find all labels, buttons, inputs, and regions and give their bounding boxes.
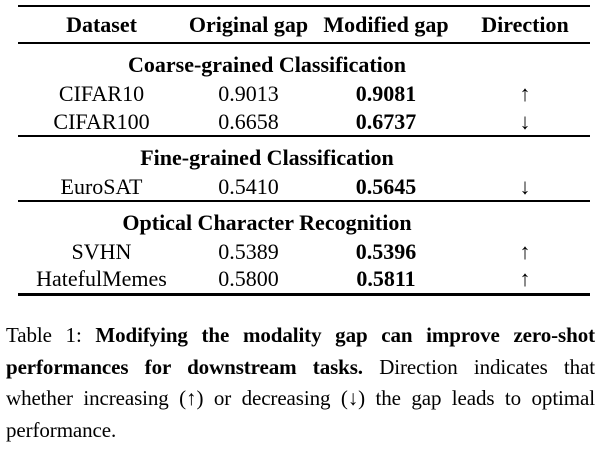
col-header-dataset: Dataset	[66, 11, 137, 37]
table-row-eurosat: EuroSAT 0.5410 0.5645 ↓	[18, 173, 590, 201]
col-header-original-gap: Original gap	[188, 11, 309, 37]
table-header: Dataset Original gap Modified gap Direct…	[18, 6, 590, 43]
cell-dataset: SVHN	[71, 239, 132, 264]
col-header-modified-gap: Modified gap	[323, 11, 449, 37]
table-row-svhn: SVHN 0.5389 0.5396 ↑	[18, 238, 590, 266]
cell-dataset: CIFAR100	[53, 108, 150, 134]
header-row: Dataset Original gap Modified gap Direct…	[18, 6, 590, 43]
cell-modified-gap: 0.5396	[355, 239, 417, 264]
cell-original-gap: 0.6658	[218, 108, 279, 134]
col-header-direction: Direction	[481, 11, 569, 37]
table-caption: Table 1: Modifying the modality gap can …	[6, 320, 595, 446]
up-arrow-icon: ↑	[519, 239, 531, 264]
cell-original-gap: 0.9013	[218, 81, 279, 106]
table-row-hatefulmemes: HatefulMemes 0.5800 0.5811 ↑	[18, 266, 590, 294]
up-arrow-icon: ↑	[519, 266, 531, 292]
section-header-coarse-grained: Coarse-grained Classification	[18, 43, 590, 80]
cell-modified-gap: 0.9081	[355, 81, 417, 106]
caption-line: whether increasing (↑) or decreasing (↓)…	[6, 383, 595, 415]
cell-dataset: CIFAR10	[58, 81, 145, 106]
down-arrow-icon: ↓	[519, 108, 531, 134]
table-row-cifar10: CIFAR10 0.9013 0.9081 ↑	[18, 80, 590, 108]
down-arrow-icon: ↓	[519, 173, 531, 199]
caption-bold-text: Modifying the modality gap can improve z…	[95, 323, 595, 347]
section-title: Optical Character Recognition	[122, 209, 412, 235]
caption-text: Direction indicates that	[362, 354, 595, 379]
caption-text: whether increasing (↑) or decreasing (↓)…	[6, 386, 595, 410]
up-arrow-icon: ↑	[519, 81, 531, 106]
cell-modified-gap: 0.5645	[355, 173, 417, 199]
cell-modified-gap: 0.6737	[355, 108, 417, 134]
caption-label: Table 1:	[6, 323, 96, 347]
section-title: Fine-grained Classification	[140, 144, 394, 170]
table-row-cifar100: CIFAR100 0.6658 0.6737 ↓	[18, 108, 590, 136]
caption-bold-text: performances for downstream tasks.	[6, 354, 363, 379]
caption-line: performance.	[6, 415, 595, 447]
section-title: Coarse-grained Classification	[127, 51, 407, 77]
caption-text: performance.	[6, 417, 117, 442]
cell-modified-gap: 0.5811	[356, 266, 416, 292]
cell-original-gap: 0.5389	[218, 239, 279, 264]
caption-line: performances for downstream tasks. Direc…	[6, 352, 595, 384]
cell-original-gap: 0.5800	[218, 266, 279, 292]
section-header-ocr: Optical Character Recognition	[18, 201, 590, 238]
results-table: Dataset Original gap Modified gap Direct…	[18, 5, 590, 296]
caption-line: Table 1: Modifying the modality gap can …	[6, 320, 595, 352]
cell-dataset: EuroSAT	[60, 173, 143, 199]
section-header-fine-grained: Fine-grained Classification	[18, 136, 590, 173]
cell-original-gap: 0.5410	[218, 173, 279, 199]
cell-dataset: HatefulMemes	[36, 266, 167, 292]
